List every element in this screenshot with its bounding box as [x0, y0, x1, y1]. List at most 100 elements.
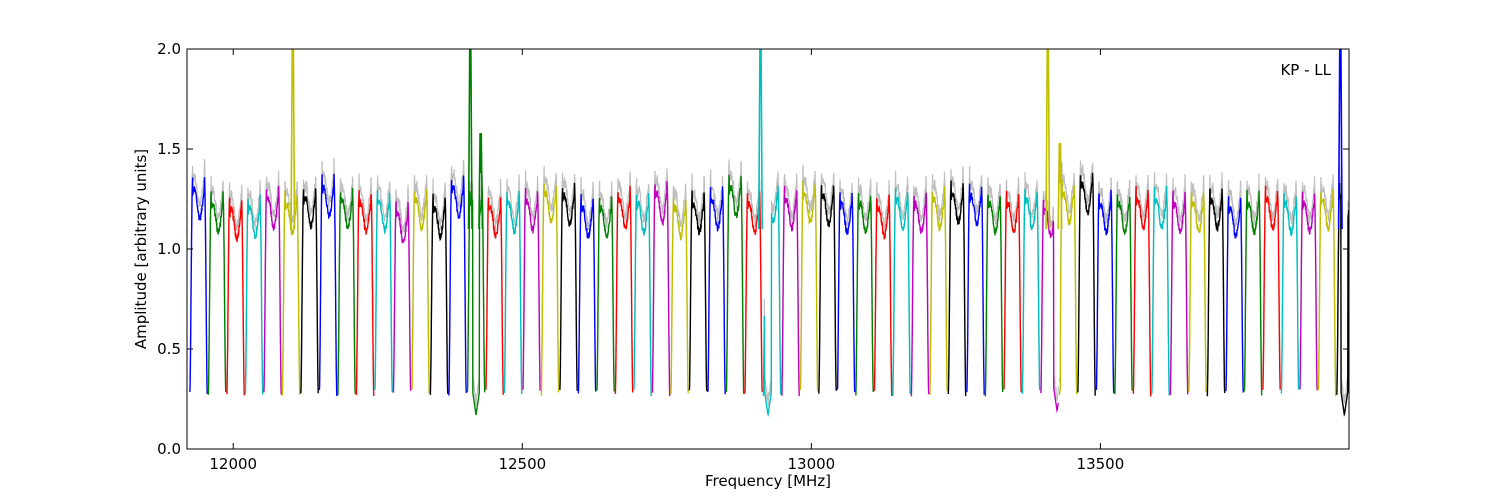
background-channel-trace: [688, 173, 708, 382]
channel-trace: [337, 188, 356, 396]
background-channel-trace: [411, 175, 430, 380]
y-axis: 0.0 0.5 1.0 1.5 2.0: [157, 40, 1349, 458]
y-tick-label: 0.5: [157, 340, 181, 358]
channel-trace: [781, 185, 800, 397]
channel-trace: [1003, 190, 1022, 393]
channel-trace: [522, 187, 541, 391]
background-channel-trace: [1262, 177, 1281, 382]
background-channel-trace: [1225, 180, 1244, 383]
channel-trace: [1225, 196, 1244, 393]
channel-trace: [1058, 179, 1078, 396]
rfi-spike: [757, 49, 764, 230]
channel-trace: [429, 193, 449, 395]
rfi-spike: [1337, 49, 1343, 230]
channel-trace: [559, 182, 578, 391]
channel-trace: [633, 193, 652, 397]
channel-trace: [1280, 192, 1300, 394]
channel-trace: [799, 180, 819, 392]
background-channel-trace: [1003, 177, 1022, 380]
background-channel-trace: [836, 179, 856, 379]
x-tick-label: 12000: [209, 455, 257, 473]
channel-trace: [1040, 199, 1059, 413]
channel-trace: [947, 180, 967, 397]
channel-trace: [1095, 189, 1115, 394]
background-channel-trace: [1058, 162, 1078, 383]
background-channel-trace: [485, 179, 504, 382]
background-channel-trace: [1077, 160, 1096, 379]
channel-trace: [744, 190, 763, 394]
background-channel-trace: [503, 174, 523, 382]
background-channel-trace: [873, 180, 893, 385]
background-channel-trace: [1188, 175, 1207, 384]
background-channel-trace: [596, 181, 615, 383]
channel-trace: [1188, 192, 1207, 393]
channel-trace: [1243, 189, 1263, 396]
background-channel-trace: [1114, 179, 1133, 383]
channel-trace: [540, 183, 560, 396]
channel-trace: [873, 194, 893, 396]
channel-trace: [910, 192, 930, 397]
rfi-spike: [467, 49, 473, 230]
background-channel-trace: [263, 170, 282, 381]
background-channel-trace: [892, 170, 911, 388]
rfi-spike: [1045, 49, 1051, 230]
background-channel-trace: [448, 159, 467, 382]
channel-trace: [984, 194, 1004, 397]
background-channel-trace: [633, 178, 652, 388]
channel-trace: [1336, 182, 1349, 417]
x-axis-label: Frequency [MHz]: [705, 472, 831, 490]
channel-trace: [189, 177, 208, 395]
background-channel-trace: [244, 180, 264, 382]
plot-annotation: KP - LL: [1280, 61, 1331, 79]
channel-trace: [1299, 191, 1318, 391]
channel-trace: [244, 194, 264, 395]
background-channel-trace: [1169, 174, 1189, 383]
channel-trace: [300, 187, 319, 394]
background-channel-trace: [300, 176, 319, 385]
background-channel-trace: [614, 171, 634, 386]
plot-frame: [186, 48, 1350, 450]
background-channel-trace: [1151, 172, 1170, 381]
channel-trace: [503, 190, 523, 394]
channel-trace: [1077, 172, 1096, 396]
channel-trace: [207, 191, 227, 395]
rfi-spike: [478, 132, 484, 230]
channel-trace: [855, 193, 874, 396]
channel-trace: [1114, 194, 1133, 395]
background-channel-trace: [577, 177, 597, 382]
y-tick-label: 1.0: [157, 240, 181, 258]
channel-trace: [1151, 185, 1170, 396]
background-channel-trace: [799, 164, 819, 380]
channel-trace: [392, 201, 412, 393]
channel-trace: [966, 183, 985, 395]
channel-trace: [1021, 188, 1041, 394]
y-tick-label: 1.5: [157, 140, 181, 158]
x-tick-label: 13500: [1077, 455, 1125, 473]
data-series: [189, 49, 1349, 417]
background-channel-trace: [374, 175, 393, 382]
x-axis: 12000 12500 13000 13500: [209, 49, 1124, 473]
x-tick-label: 13000: [787, 455, 835, 473]
y-axis-label: Amplitude [arbitrary units]: [132, 149, 150, 349]
background-channel-trace: [1317, 174, 1337, 383]
channel-trace: [818, 184, 837, 394]
channel-trace: [448, 175, 467, 396]
channel-trace: [614, 185, 634, 394]
background-channel-trace: [855, 177, 874, 383]
channel-trace: [670, 198, 689, 395]
background-channel-trace: [781, 173, 800, 386]
rfi-spike: [290, 49, 296, 230]
channel-trace: [707, 186, 726, 395]
background-channel-trace: [929, 171, 948, 380]
channel-trace: [411, 188, 430, 394]
x-tick-label: 12500: [498, 455, 546, 473]
channel-trace: [485, 196, 504, 395]
background-channel-trace: [1280, 180, 1300, 385]
channel-trace: [836, 192, 856, 393]
channel-trace: [762, 185, 782, 417]
channel-trace: [1206, 188, 1226, 397]
background-channel-trace: [207, 176, 227, 384]
channel-trace: [318, 173, 338, 396]
channel-trace: [892, 187, 911, 396]
